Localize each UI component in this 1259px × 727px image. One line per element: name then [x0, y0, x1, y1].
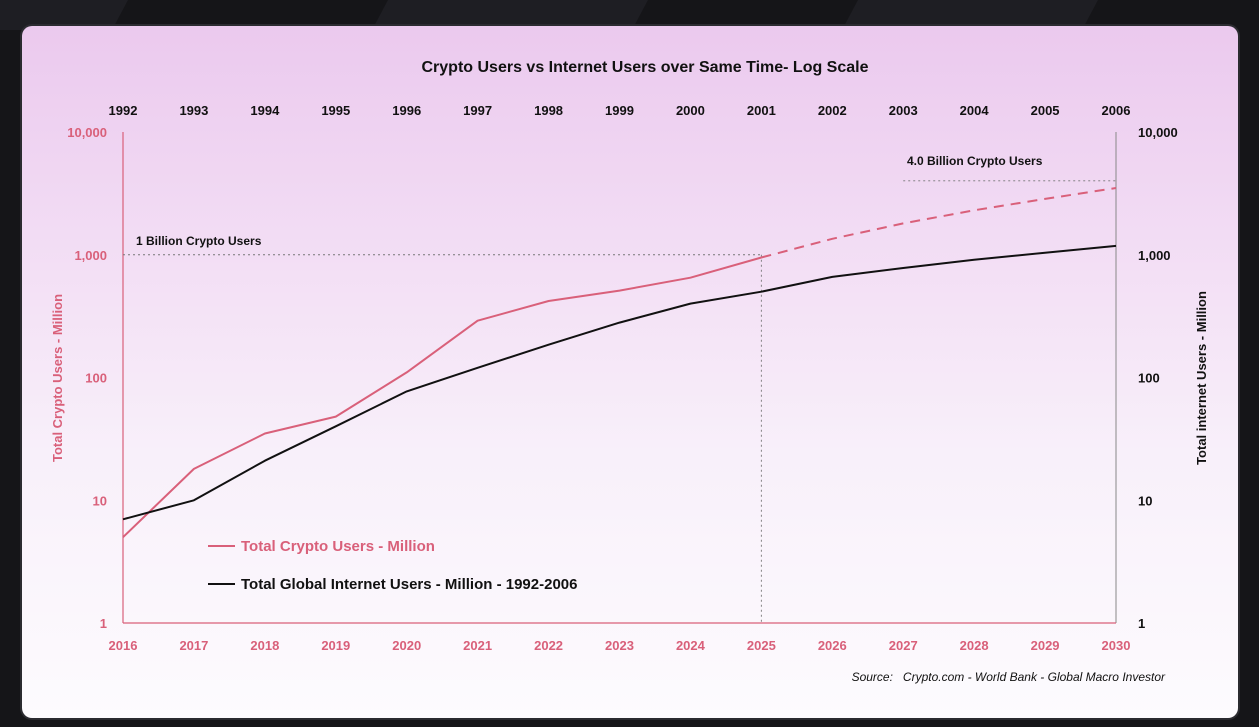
crypto-users-line: [122, 256, 762, 538]
top-x-tick-label: 2000: [676, 103, 705, 118]
left-y-tick-label: 1: [100, 616, 107, 631]
bottom-x-tick-label: 2025: [747, 638, 776, 653]
annotation-1-billion: 1 Billion Crypto Users: [136, 234, 262, 248]
top-x-axis: 1992 1993 1994 1995 1996 1997 1998 1999 2000 2001…: [109, 103, 1131, 118]
right-y-tick-label: 1,000: [1138, 248, 1171, 263]
top-x-tick-label: 2002: [818, 103, 847, 118]
top-x-tick-label: 2003: [889, 103, 918, 118]
bottom-x-tick-label: 2027: [889, 638, 918, 653]
left-y-axis: 1 10 100 1,000 10,000: [67, 125, 107, 631]
top-x-tick-label: 2005: [1031, 103, 1060, 118]
legend: Total Crypto Users - Million Total Globa…: [208, 538, 577, 593]
right-y-tick-label: 10,000: [1138, 125, 1178, 140]
right-axis-label: Total internet Users - Million: [1194, 291, 1209, 465]
left-axis-label: Total Crypto Users - Million: [50, 294, 65, 462]
top-x-tick-label: 1993: [179, 103, 208, 118]
chart: Crypto Users vs Internet Users over Same…: [50, 59, 1209, 684]
left-y-tick-label: 10: [93, 493, 107, 508]
left-y-tick-label: 10,000: [67, 125, 107, 140]
bottom-x-tick-label: 2016: [109, 638, 138, 653]
chart-card: Crypto Users vs Internet Users over Same…: [22, 26, 1238, 718]
bottom-x-tick-label: 2026: [818, 638, 847, 653]
series-lines: [122, 187, 1117, 538]
left-y-tick-label: 100: [85, 371, 107, 386]
top-x-tick-label: 2004: [960, 103, 990, 118]
source-note: Source: Crypto.com - World Bank - Global…: [852, 670, 1166, 684]
bottom-x-tick-label: 2030: [1102, 638, 1131, 653]
internet-users-line: [122, 244, 1117, 521]
crypto-users-projection-line: [761, 187, 1117, 259]
bottom-x-tick-label: 2019: [321, 638, 350, 653]
bottom-x-tick-label: 2017: [179, 638, 208, 653]
annotation-4-billion: 4.0 Billion Crypto Users: [907, 154, 1043, 168]
bottom-x-tick-label: 2029: [1031, 638, 1060, 653]
reference-lines: [123, 180, 1116, 623]
right-y-tick-label: 100: [1138, 371, 1160, 386]
bottom-x-tick-label: 2021: [463, 638, 492, 653]
bottom-x-tick-label: 2018: [250, 638, 279, 653]
right-y-tick-label: 10: [1138, 493, 1152, 508]
top-x-tick-label: 1992: [109, 103, 138, 118]
top-x-tick-label: 1997: [463, 103, 492, 118]
bottom-x-axis: 2016 2017 2018 2019 2020 2021 2022 2023 2024 2025…: [109, 638, 1131, 653]
bottom-x-tick-label: 2023: [605, 638, 634, 653]
bottom-x-tick-label: 2028: [960, 638, 989, 653]
left-y-tick-label: 1,000: [74, 248, 107, 263]
legend-label-crypto: Total Crypto Users - Million: [241, 538, 435, 555]
top-x-tick-label: 1995: [321, 103, 350, 118]
top-x-tick-label: 1999: [605, 103, 634, 118]
top-x-tick-label: 1994: [250, 103, 280, 118]
top-x-tick-label: 2006: [1102, 103, 1131, 118]
right-y-tick-label: 1: [1138, 616, 1145, 631]
legend-label-internet: Total Global Internet Users - Million - …: [241, 576, 577, 593]
top-x-tick-label: 2001: [747, 103, 776, 118]
bottom-x-tick-label: 2024: [676, 638, 706, 653]
bottom-x-tick-label: 2022: [534, 638, 563, 653]
bottom-x-tick-label: 2020: [392, 638, 421, 653]
chart-axes: [122, 132, 1117, 624]
top-x-tick-label: 1998: [534, 103, 563, 118]
right-y-axis: 1 10 100 1,000 10,000: [1138, 125, 1178, 631]
top-x-tick-label: 1996: [392, 103, 421, 118]
chart-title: Crypto Users vs Internet Users over Same…: [422, 59, 869, 76]
